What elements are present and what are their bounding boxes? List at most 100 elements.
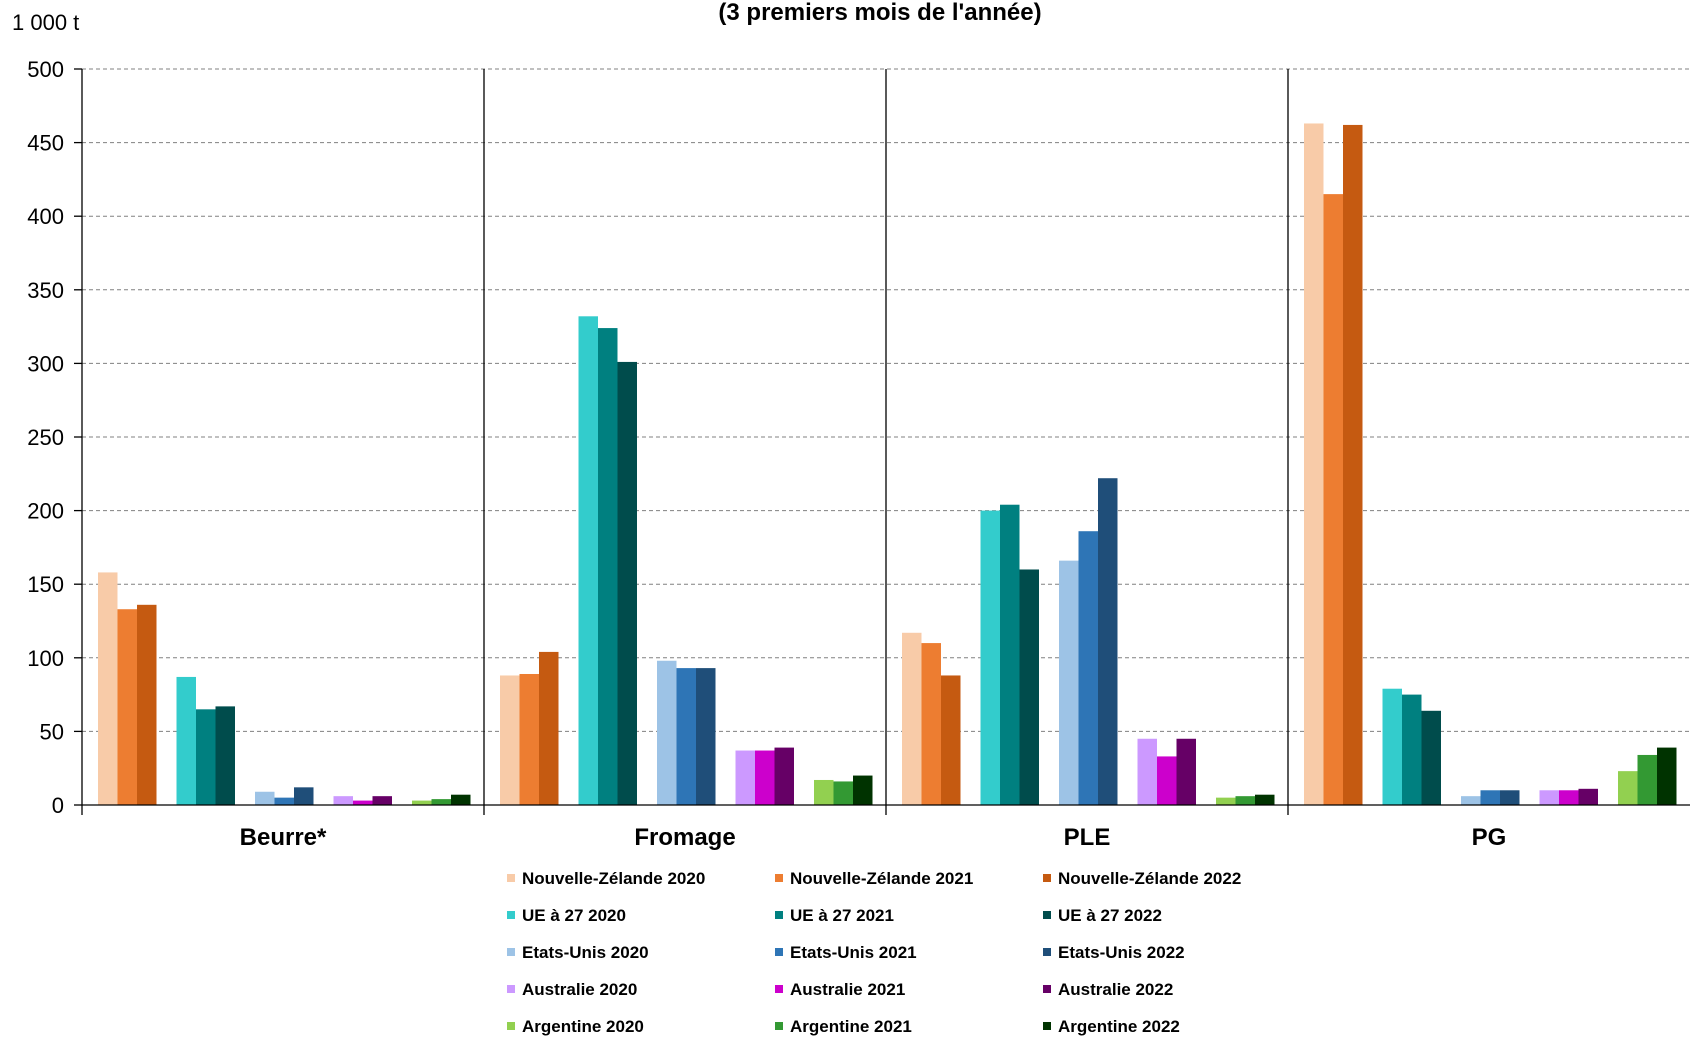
bar: [137, 604, 157, 805]
bar: [1059, 560, 1079, 805]
legend-label: Nouvelle-Zélande 2021: [790, 869, 973, 888]
bar: [215, 706, 235, 805]
legend-label: Australie 2020: [522, 980, 637, 999]
legend-swatch: [1043, 948, 1051, 956]
bar: [1000, 504, 1020, 805]
bar: [1578, 788, 1598, 805]
y-tick-label: 450: [27, 131, 64, 156]
bar: [657, 660, 677, 805]
bar: [941, 675, 961, 805]
bar: [1176, 738, 1196, 805]
y-tick-label: 150: [27, 572, 64, 597]
y-tick-label: 500: [27, 57, 64, 82]
bar: [1235, 796, 1255, 805]
bar: [833, 781, 853, 805]
legend-swatch: [775, 985, 783, 993]
bar: [696, 668, 716, 805]
legend-swatch: [1043, 874, 1051, 882]
bar: [519, 673, 539, 805]
legend-swatch: [1043, 911, 1051, 919]
y-axis: 0 50 100 150 200 250 300 350 400 450 500: [27, 57, 83, 818]
bar: [1559, 790, 1579, 805]
bar: [1157, 756, 1177, 805]
bar: [735, 750, 755, 805]
y-tick-label: 400: [27, 204, 64, 229]
bar: [1216, 797, 1236, 805]
y-tick-label: 250: [27, 425, 64, 450]
bar: [1098, 478, 1118, 805]
bar: [196, 709, 216, 805]
bar: [578, 316, 598, 805]
legend-swatch: [1043, 1022, 1051, 1030]
bar: [1078, 531, 1098, 805]
legend-swatch: [775, 1022, 783, 1030]
bar: [431, 799, 451, 805]
x-category-label: Fromage: [634, 824, 735, 851]
bar: [451, 794, 471, 805]
bar: [117, 609, 137, 805]
y-unit-label: 1 000 t: [12, 10, 79, 35]
y-tick-label: 300: [27, 351, 64, 376]
bar: [1480, 790, 1500, 805]
bar: [176, 676, 196, 805]
bar: [294, 787, 314, 805]
y-tick-label: 200: [27, 499, 64, 524]
x-category-label: PG: [1472, 824, 1507, 851]
legend-swatch: [507, 1022, 515, 1030]
legend-swatch: [507, 985, 515, 993]
bar: [1618, 771, 1638, 805]
bar: [1461, 796, 1481, 805]
bar: [853, 775, 873, 805]
legend-swatch: [507, 911, 515, 919]
bar: [1019, 569, 1039, 805]
bar: [1657, 747, 1677, 805]
legend-label: Etats-Unis 2022: [1058, 943, 1185, 962]
bar: [333, 796, 353, 805]
bar: [539, 651, 559, 805]
legend-label: Argentine 2020: [522, 1017, 644, 1036]
bar: [255, 791, 275, 805]
bar: [1421, 710, 1441, 805]
bar: [1402, 694, 1422, 805]
legend-label: Argentine 2021: [790, 1017, 912, 1036]
bar: [902, 632, 922, 805]
bar: [1304, 123, 1324, 806]
x-category-label: PLE: [1064, 824, 1111, 851]
bar: [372, 796, 392, 805]
bar: [980, 510, 1000, 805]
bar: [755, 750, 775, 805]
y-tick-label: 50: [40, 719, 64, 744]
legend-swatch: [775, 948, 783, 956]
bar: [617, 361, 637, 805]
y-tick-label: 0: [52, 793, 64, 818]
legend: Nouvelle-Zélande 2020 Nouvelle-Zélande 20…: [507, 869, 1241, 1036]
bar: [500, 675, 520, 805]
legend-label: Etats-Unis 2021: [790, 943, 917, 962]
legend-swatch: [507, 948, 515, 956]
chart-subtitle: (3 premiers mois de l'année): [718, 0, 1041, 26]
bar: [412, 800, 432, 805]
legend-label: UE à 27 2022: [1058, 906, 1162, 925]
legend-swatch: [1043, 985, 1051, 993]
bar: [921, 643, 941, 805]
bar: [1343, 124, 1363, 806]
legend-label: Nouvelle-Zélande 2022: [1058, 869, 1241, 888]
legend-label: Australie 2021: [790, 980, 905, 999]
bar: [676, 668, 696, 805]
bar: [1382, 688, 1402, 805]
x-category-label: Beurre*: [240, 824, 327, 851]
x-axis: Beurre* Fromage PLE PG: [81, 69, 1690, 851]
legend-label: UE à 27 2020: [522, 906, 626, 925]
legend-label: Nouvelle-Zélande 2020: [522, 869, 705, 888]
bar: [274, 797, 294, 805]
legend-label: Etats-Unis 2020: [522, 943, 649, 962]
gridlines: [82, 68, 1690, 732]
bar: [1539, 790, 1559, 805]
legend-label: Australie 2022: [1058, 980, 1173, 999]
bar: [1323, 194, 1343, 805]
legend-swatch: [775, 874, 783, 882]
bar: [814, 779, 834, 805]
bars: [98, 123, 1677, 806]
bar: [1637, 754, 1657, 805]
